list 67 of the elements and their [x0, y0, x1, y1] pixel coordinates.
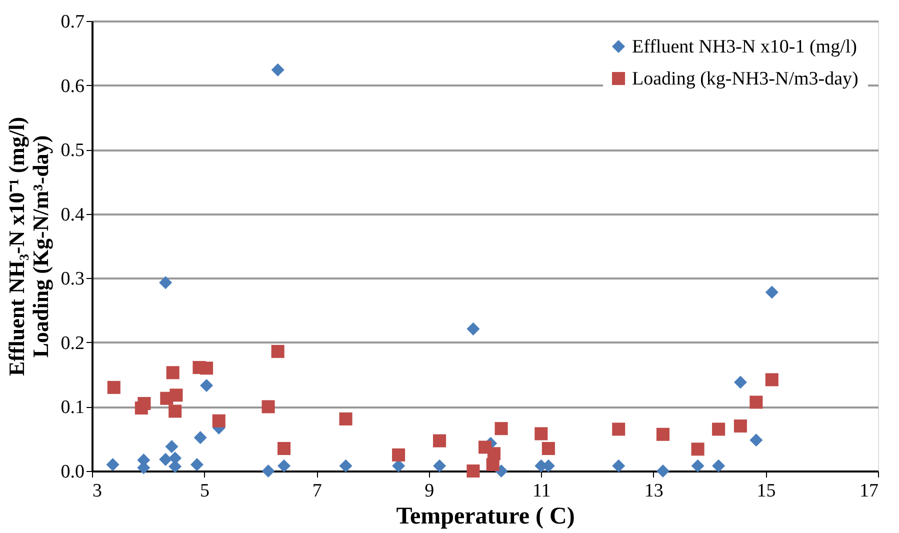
- x-tick-label: 17: [860, 480, 878, 502]
- legend-label: Loading (kg-NH3-N/m3-day): [632, 68, 858, 90]
- point: [466, 464, 480, 478]
- point: [734, 376, 747, 389]
- y-tick-label: 0.5: [60, 140, 84, 162]
- y-tick-label: 0.1: [60, 397, 84, 418]
- point: [277, 459, 291, 472]
- legend-label: Effluent NH3-N x10-1 (mg/l): [632, 36, 857, 58]
- point: [106, 458, 120, 472]
- point: [712, 422, 726, 436]
- point: [691, 459, 704, 472]
- point: [466, 322, 480, 336]
- x-tick-label: 9: [424, 480, 434, 502]
- point: [750, 396, 763, 409]
- point: [212, 414, 226, 428]
- point: [277, 442, 291, 456]
- y-tick-label: 0.0: [60, 462, 84, 482]
- point: [194, 431, 207, 444]
- point: [542, 442, 555, 456]
- point: [200, 378, 214, 392]
- x-tick-label: 13: [644, 480, 664, 502]
- point: [750, 434, 763, 447]
- point: [486, 458, 500, 472]
- point: [262, 400, 275, 414]
- point: [271, 63, 284, 76]
- point: [612, 422, 626, 436]
- text: Loading (Kg-N/m³-day): [28, 135, 53, 358]
- x-tick-label: 15: [756, 480, 776, 502]
- point: [200, 362, 214, 375]
- y-tick-label: 0.2: [60, 332, 84, 354]
- point: [712, 459, 726, 472]
- point: [612, 459, 626, 472]
- point: [170, 388, 183, 402]
- point: [339, 459, 352, 472]
- point: [534, 427, 548, 440]
- point: [262, 464, 275, 478]
- point: [392, 448, 406, 462]
- point: [271, 344, 284, 358]
- point: [765, 373, 778, 386]
- x-tick-label: 7: [312, 480, 322, 502]
- x-tick-label: 11: [532, 480, 551, 502]
- point: [656, 464, 670, 478]
- x-axis-title: Temperature ( C): [396, 504, 575, 530]
- point: [159, 276, 172, 290]
- point: [138, 396, 151, 410]
- point: [433, 434, 446, 448]
- point: [765, 286, 778, 299]
- point: [166, 366, 180, 380]
- y-tick-label: 0.4: [60, 204, 85, 226]
- point: [433, 459, 446, 472]
- point: [168, 404, 182, 418]
- point: [107, 380, 120, 394]
- point: [339, 412, 352, 426]
- x-tick-label: 5: [200, 480, 210, 502]
- text: Effluent NH₃-N x10⁻¹ (mg/l): [4, 116, 29, 376]
- y-tick-label: 0.7: [60, 12, 84, 32]
- point: [392, 459, 406, 472]
- point: [159, 452, 172, 466]
- point: [165, 440, 178, 454]
- point: [734, 419, 747, 433]
- point: [656, 428, 670, 441]
- point: [494, 422, 508, 436]
- point: [190, 458, 204, 472]
- point: [691, 442, 704, 456]
- y-tick-label: 0.3: [60, 268, 84, 290]
- y-tick-label: 0.6: [60, 76, 84, 97]
- x-tick-label: 3: [92, 480, 102, 502]
